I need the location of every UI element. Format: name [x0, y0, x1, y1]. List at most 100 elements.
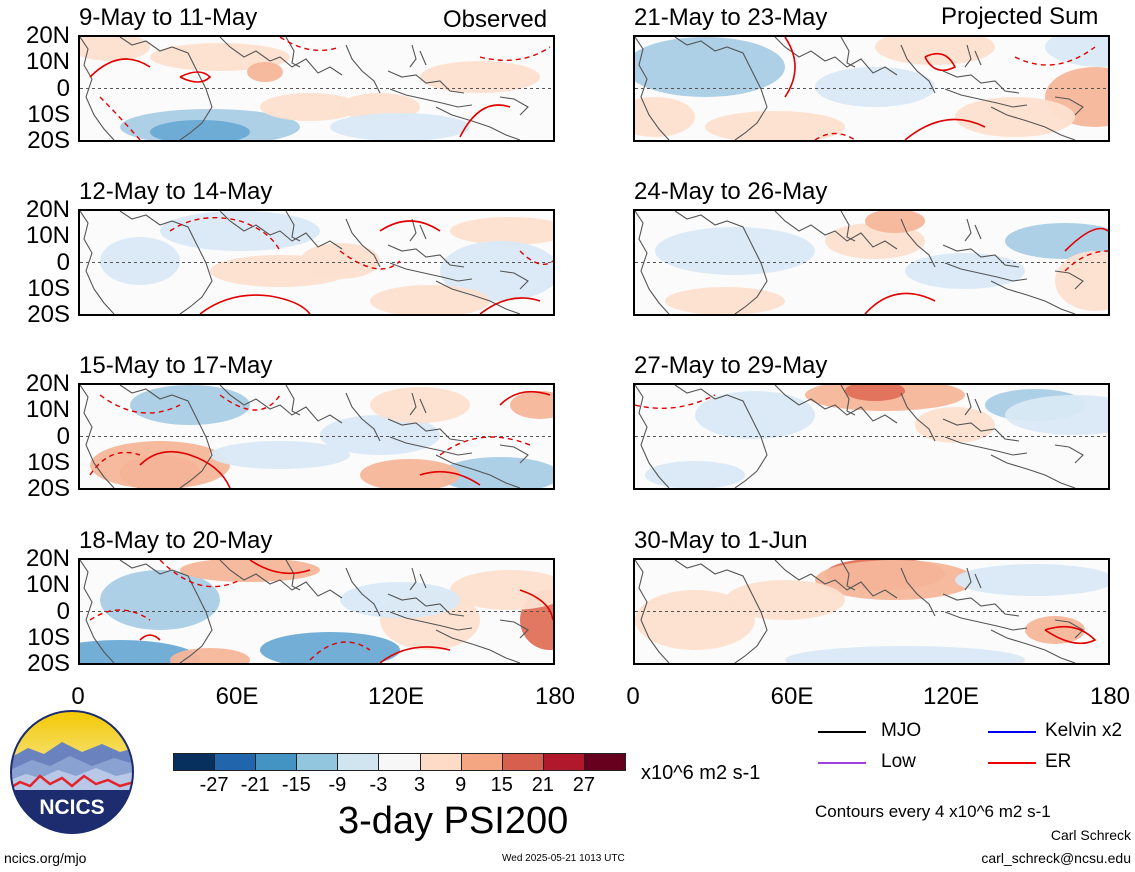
coastline: [409, 392, 427, 416]
low-legend-line: [818, 762, 866, 764]
coastline: [1054, 444, 1084, 464]
positive-anomaly: [170, 648, 250, 663]
colorbar-tick: -9: [328, 774, 347, 796]
footer-author: Carl Schreck: [1050, 827, 1131, 843]
coastline: [435, 629, 521, 663]
coastline: [285, 560, 301, 591]
coastline: [900, 218, 936, 268]
positive-anomaly: [420, 61, 540, 93]
positive-anomaly: [180, 560, 320, 582]
er-contour-negative: [99, 96, 141, 140]
low-legend-label: Low: [881, 751, 916, 772]
lat-label: 10S: [27, 275, 70, 302]
coastline: [345, 218, 381, 268]
map-panel: [633, 209, 1110, 316]
er-contour-positive: [379, 220, 441, 232]
lon-label: 0: [626, 683, 640, 710]
coastline: [635, 211, 670, 314]
contour-note: Contours every 4 x10^6 m2 s-1: [815, 802, 1051, 821]
coastline: [119, 385, 213, 488]
coastline: [1054, 619, 1084, 639]
colorbar-tick: 3: [413, 774, 426, 796]
negative-anomaly: [955, 564, 1108, 596]
panel-title: 9-May to 11-May: [79, 4, 258, 31]
lon-label: 60E: [770, 683, 814, 710]
colorbar-tick: -27: [199, 774, 229, 796]
er-contour-positive: [249, 560, 311, 575]
lat-label: 10N: [25, 48, 70, 75]
negative-anomaly: [80, 640, 200, 663]
negative-anomaly: [160, 211, 320, 251]
coastline: [774, 385, 898, 424]
er-contour-negative: [169, 216, 281, 252]
kelvin-legend-label: Kelvin x2: [1045, 720, 1123, 741]
colorbar-title: 3-day PSI200: [338, 800, 569, 842]
negative-anomaly: [210, 441, 350, 469]
negative-anomaly: [330, 113, 470, 140]
lon-label: 180: [1089, 683, 1131, 710]
positive-anomaly: [247, 62, 283, 82]
negative-anomaly: [655, 227, 815, 275]
positive-anomaly: [260, 93, 360, 121]
lat-label: 20N: [25, 196, 70, 223]
positive-anomaly: [370, 387, 470, 423]
lat-label: 10N: [25, 571, 70, 598]
coastline: [219, 37, 343, 76]
coastline: [219, 385, 343, 424]
lat-label: 20S: [27, 650, 70, 677]
lat-label: 20S: [27, 475, 70, 502]
er-contour-negative: [279, 37, 341, 52]
er-contour-negative: [219, 394, 281, 411]
map-panel: [633, 558, 1110, 665]
colorbar-swatch: [583, 753, 626, 771]
positive-anomaly: [865, 211, 925, 233]
coastline: [435, 106, 521, 140]
colorbar-tick: -3: [369, 774, 388, 796]
lat-label: 0: [56, 423, 70, 450]
positive-anomaly: [635, 590, 755, 650]
panel-title: 30-May to 1-Jun: [634, 527, 808, 554]
coastline: [285, 385, 301, 416]
negative-anomaly: [785, 646, 1025, 663]
lat-label: 0: [56, 598, 70, 625]
coastline: [900, 567, 936, 617]
lat-label: 10S: [27, 624, 70, 651]
mjo-legend-line: [818, 731, 866, 733]
footer-url[interactable]: ncics.org/mjo: [4, 850, 87, 866]
map-panel: [78, 35, 555, 142]
coastline: [774, 37, 898, 76]
coastline: [387, 593, 465, 617]
footer-email[interactable]: carl_schreck@ncsu.edu: [981, 850, 1131, 866]
er-contour-positive: [199, 294, 311, 314]
map-canvas: [635, 37, 1108, 140]
negative-anomaly: [340, 582, 460, 618]
positive-anomaly: [450, 217, 553, 245]
er-contour-positive: [904, 118, 986, 140]
er-contour-negative: [519, 250, 553, 265]
positive-anomaly: [875, 37, 995, 65]
er-contour-positive: [864, 292, 936, 314]
lat-label: 10N: [25, 396, 70, 423]
colorbar-tick: 15: [490, 774, 513, 796]
coastline: [409, 218, 427, 242]
er-contour-negative: [635, 394, 716, 409]
coastline: [840, 385, 856, 416]
colorbar-tick: -21: [240, 774, 270, 796]
footer-timestamp: Wed 2025-05-21 1013 UTC: [502, 853, 625, 864]
er-contour-positive: [139, 450, 231, 488]
lon-label: 120E: [367, 683, 425, 710]
logo-text: NCICS: [39, 796, 104, 819]
negative-anomaly: [645, 461, 745, 488]
coastline: [774, 211, 898, 250]
coastline: [944, 436, 1028, 456]
positive-anomaly: [370, 285, 490, 314]
map-canvas: [80, 560, 553, 663]
coastline: [219, 211, 343, 250]
er-contour-negative: [339, 250, 401, 270]
mjo-legend-label: MJO: [881, 720, 922, 741]
lat-label: 10S: [27, 449, 70, 476]
er-contour-positive: [459, 104, 511, 138]
coastline: [942, 244, 1020, 268]
er-contour-negative: [89, 451, 141, 476]
colorbar-tick: -15: [281, 774, 311, 796]
